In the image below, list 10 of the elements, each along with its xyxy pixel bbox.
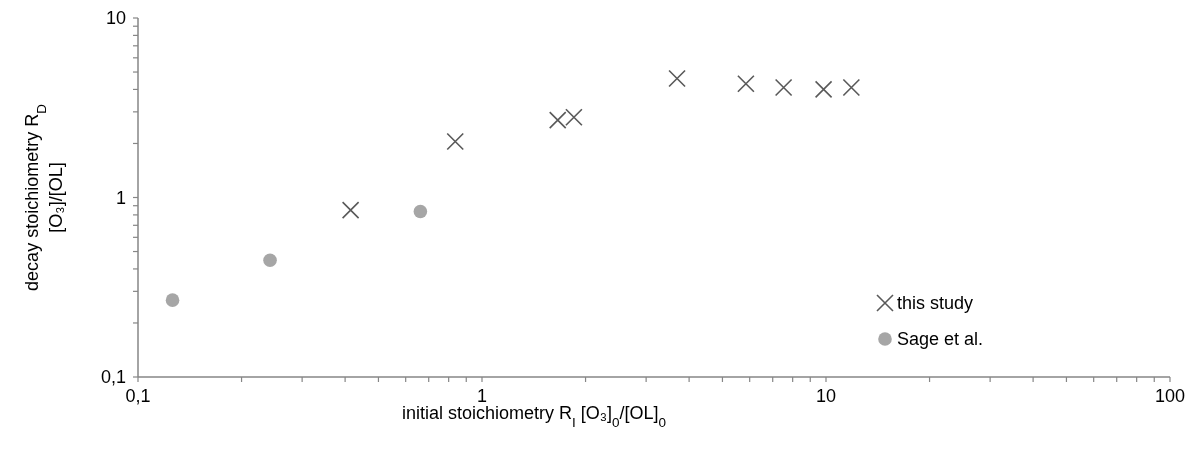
x-tick-label: 1 bbox=[476, 386, 488, 406]
x-tick-label: 100 bbox=[1154, 386, 1186, 406]
x-tick-label: 10 bbox=[815, 386, 837, 406]
legend-label: this study bbox=[897, 293, 974, 314]
y-tick-label: 0,1 bbox=[100, 367, 126, 388]
legend-label: Sage et al. bbox=[897, 329, 984, 350]
x-axis-title: initial stoichiometry R$_{I}$ [O₃]$_{0}$/[OL]$_{0}$ bbox=[401, 403, 667, 430]
y-tick-label: 10 bbox=[105, 8, 126, 29]
x-tick-label: 0,1 bbox=[125, 386, 151, 406]
y-tick-label: 1 bbox=[115, 187, 126, 208]
